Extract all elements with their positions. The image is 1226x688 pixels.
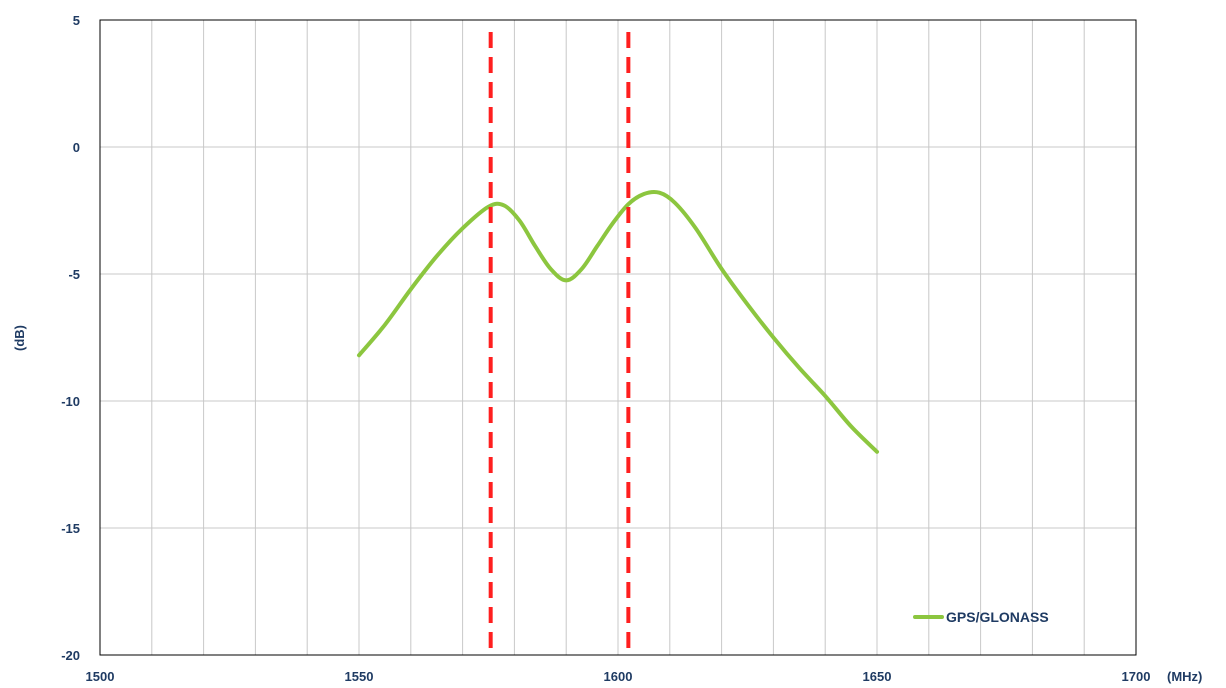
- x-tick-label: 1700: [1122, 669, 1151, 684]
- plot-area-border: [99, 19, 1137, 656]
- legend-label: GPS/GLONASS: [946, 609, 1049, 625]
- x-tick-label: 1600: [604, 669, 633, 684]
- x-axis-tick-labels: 1500 1550 1600 1650 1700: [86, 669, 1151, 684]
- y-axis-title: (dB): [12, 325, 27, 351]
- y-tick-label: 5: [73, 13, 80, 28]
- grid-lines: [100, 20, 1136, 655]
- series-line-gps-glonass: [357, 189, 879, 454]
- y-tick-label: -10: [61, 394, 80, 409]
- x-axis-title: (MHz): [1167, 669, 1202, 684]
- y-tick-label: 0: [73, 140, 80, 155]
- y-tick-label: -5: [68, 267, 80, 282]
- y-tick-label: -20: [61, 648, 80, 663]
- x-tick-label: 1550: [345, 669, 374, 684]
- x-tick-label: 1650: [863, 669, 892, 684]
- marker-lines: [488, 32, 631, 655]
- series-layer: [357, 189, 879, 454]
- legend: GPS/GLONASS: [913, 609, 1049, 625]
- y-axis-tick-labels: 5 0 -5 -10 -15 -20: [61, 13, 80, 663]
- x-tick-label: 1500: [86, 669, 115, 684]
- y-tick-label: -15: [61, 521, 80, 536]
